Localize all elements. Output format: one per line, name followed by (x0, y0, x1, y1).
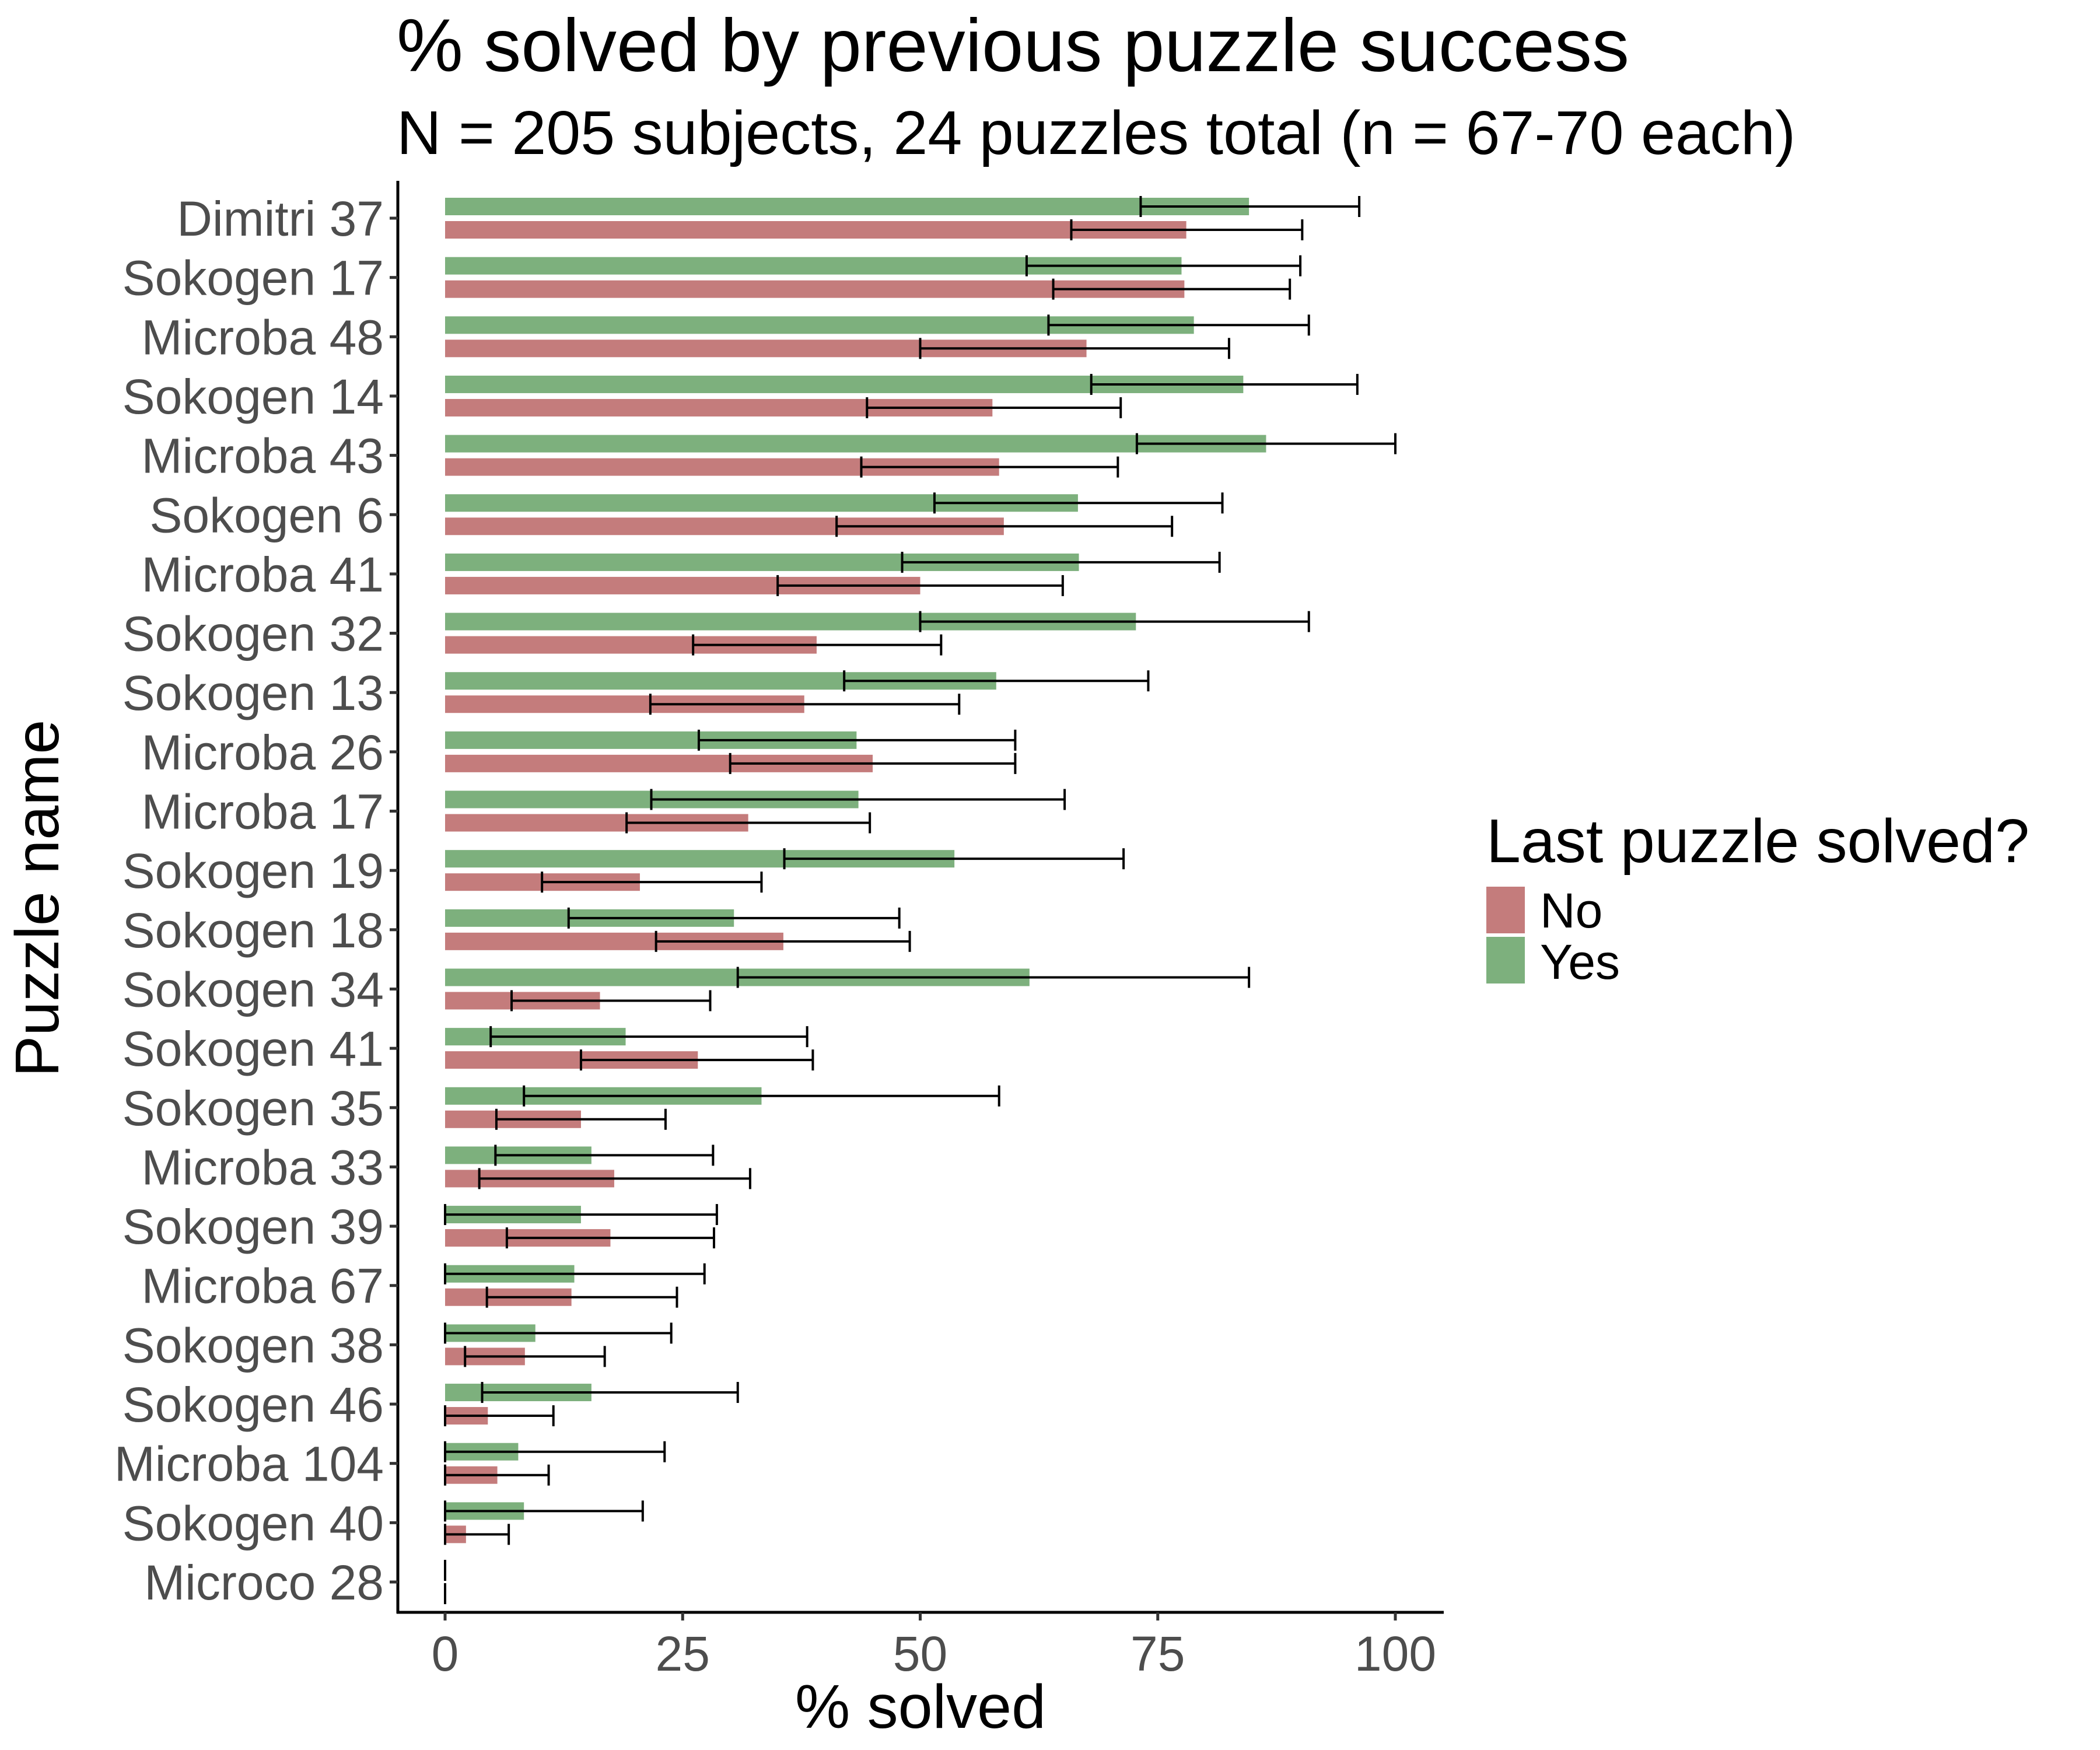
error-bar-yes-sokogen-39 (444, 1204, 718, 1226)
x-axis-ticks: 0 25 50 75 100 (432, 1612, 1436, 1681)
error-bar-no-microba-41 (776, 575, 1064, 596)
legend-label-no: No (1540, 883, 1602, 938)
error-bar-no-sokogen-17 (1052, 278, 1292, 300)
y-tick-label: Microco 28 (144, 1555, 384, 1610)
y-tick-label: Sokogen 32 (123, 607, 384, 662)
error-bar-yes-sokogen-32 (919, 611, 1310, 632)
y-tick-label: Dimitri 37 (177, 191, 384, 246)
error-bar-yes-dimitri-37 (1139, 196, 1361, 217)
error-bar-no-sokogen-34 (510, 990, 712, 1012)
error-bar-no-sokogen-35 (495, 1108, 667, 1130)
error-bar-yes-sokogen-38 (444, 1322, 673, 1344)
y-tick-label: Sokogen 19 (123, 844, 384, 898)
legend: Last puzzle solved? No Yes (1486, 807, 2029, 989)
error-bar-no-microba-26 (729, 752, 1017, 774)
bar-no-dimitri-37 (445, 221, 1186, 239)
chart-title: % solved by previous puzzle success (397, 4, 1629, 88)
error-bar-no-sokogen-38 (464, 1346, 606, 1367)
error-bar-no-sokogen-40 (444, 1524, 510, 1545)
error-bar-yes-microba-67 (444, 1263, 706, 1284)
y-tick-label: Microba 17 (141, 785, 384, 839)
y-tick-label: Microba 26 (141, 725, 384, 780)
error-bar-yes-microba-26 (697, 729, 1017, 751)
error-bar-no-microba-33 (478, 1168, 751, 1189)
error-bar-no-microba-104 (444, 1464, 550, 1486)
y-tick-label: Sokogen 6 (149, 488, 384, 542)
error-bar-yes-sokogen-17 (1025, 255, 1302, 276)
y-tick-label: Sokogen 35 (123, 1081, 384, 1136)
y-tick-label: Sokogen 13 (123, 666, 384, 720)
error-bar-yes-sokogen-40 (444, 1500, 644, 1522)
error-bar-no-sokogen-18 (654, 930, 911, 952)
y-tick-label: Sokogen 17 (123, 251, 384, 306)
y-tick-label: Microba 33 (141, 1140, 384, 1195)
error-bar-yes-sokogen-46 (481, 1382, 739, 1404)
y-tick-label: Sokogen 41 (123, 1021, 384, 1076)
y-tick-label: Sokogen 39 (123, 1199, 384, 1254)
error-bar-yes-sokogen-6 (933, 492, 1224, 514)
error-bar-yes-sokogen-19 (783, 848, 1125, 870)
legend-swatch-no (1486, 887, 1525, 933)
error-bar-yes-microba-43 (1135, 433, 1396, 454)
error-bar-no-sokogen-19 (541, 872, 763, 893)
y-tick-label: Sokogen 34 (123, 962, 384, 1017)
error-bar-no-sokogen-46 (444, 1405, 555, 1427)
error-bar-yes-microba-17 (650, 789, 1066, 810)
error-bar-yes-microba-104 (444, 1441, 666, 1462)
x-tick-label: 50 (893, 1626, 947, 1681)
error-bar-no-sokogen-6 (835, 516, 1174, 537)
error-bar-no-sokogen-41 (579, 1049, 814, 1071)
y-tick-label: Sokogen 14 (123, 369, 384, 424)
y-tick-label: Sokogen 46 (123, 1377, 384, 1432)
error-bar-yes-sokogen-13 (843, 670, 1150, 692)
x-tick-label: 25 (656, 1626, 710, 1681)
error-bar-yes-microba-48 (1047, 314, 1310, 336)
y-tick-label: Microba 67 (141, 1259, 384, 1314)
y-axis-title: Puzzle name (3, 720, 72, 1077)
error-bar-no-sokogen-13 (649, 694, 961, 715)
legend-label-yes: Yes (1540, 935, 1620, 989)
error-bar-no-microba-17 (625, 812, 872, 834)
error-bar-no-dimitri-37 (1070, 219, 1304, 240)
error-bar-no-microba-43 (860, 456, 1119, 478)
x-axis-title: % solved (795, 1672, 1046, 1741)
y-tick-label: Sokogen 18 (123, 903, 384, 958)
error-bar-yes-sokogen-35 (523, 1085, 1000, 1107)
error-bar-no-sokogen-39 (505, 1227, 716, 1249)
error-bar-no-sokogen-14 (866, 397, 1122, 418)
y-tick-label: Microba 41 (141, 547, 384, 602)
plot-area (444, 196, 1396, 1604)
error-bar-no-microba-48 (919, 338, 1230, 359)
error-bar-yes-sokogen-34 (736, 967, 1251, 988)
chart-subtitle: N = 205 subjects, 24 puzzles total (n = … (397, 99, 1796, 167)
y-tick-label: Microba 104 (114, 1437, 384, 1492)
x-tick-label: 100 (1354, 1626, 1436, 1681)
error-bar-no-sokogen-32 (692, 634, 943, 656)
y-tick-label: Microba 48 (141, 310, 384, 365)
y-tick-label: Sokogen 40 (123, 1496, 384, 1550)
y-tick-label: Microba 43 (141, 429, 384, 484)
error-bar-yes-sokogen-41 (489, 1026, 808, 1048)
error-bar-yes-microba-41 (901, 551, 1221, 573)
x-tick-label: 0 (432, 1626, 459, 1681)
bar-yes-microba-43 (445, 435, 1266, 453)
bar-yes-dimitri-37 (445, 198, 1250, 215)
legend-swatch-yes (1486, 937, 1525, 984)
x-tick-label: 75 (1130, 1626, 1185, 1681)
legend-title: Last puzzle solved? (1486, 807, 2029, 876)
error-bar-yes-sokogen-18 (567, 907, 901, 929)
y-tick-label: Sokogen 38 (123, 1318, 384, 1373)
error-bar-no-microba-67 (485, 1286, 678, 1308)
error-bar-yes-sokogen-14 (1090, 373, 1359, 395)
error-bar-yes-microba-33 (494, 1144, 715, 1166)
